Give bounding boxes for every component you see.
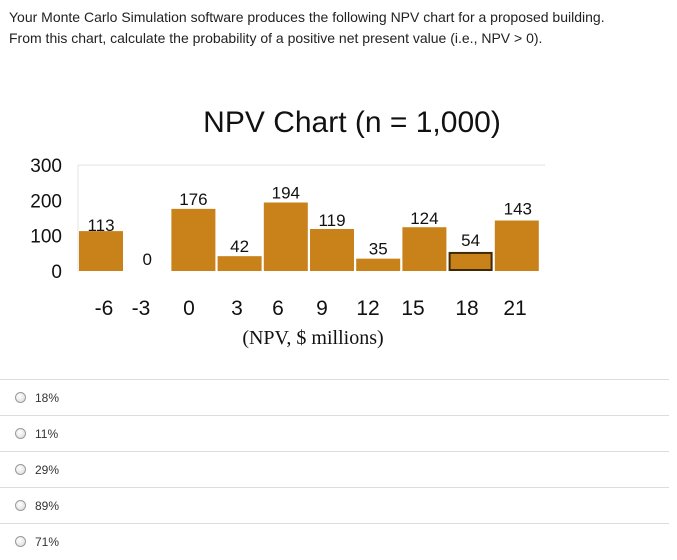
bar-data-label: 119 — [318, 211, 345, 230]
bar — [217, 256, 262, 271]
x-tick-label: 3 — [231, 297, 243, 320]
bar-data-label: 113 — [87, 216, 114, 235]
x-tick-label: 9 — [316, 297, 328, 320]
bar-data-label: 176 — [179, 190, 207, 209]
answer-options: 18% 11% 29% 89% 71% — [0, 379, 669, 559]
question-text: Your Monte Carlo Simulation software pro… — [9, 7, 669, 49]
bar-data-label: 54 — [461, 231, 480, 250]
y-tick-label: 300 — [30, 156, 62, 177]
option-2[interactable]: 11% — [0, 415, 669, 451]
bar — [263, 202, 308, 271]
bar — [402, 227, 447, 271]
x-tick-label: -6 — [95, 297, 114, 320]
bar-data-label: 143 — [504, 200, 532, 219]
x-tick-label: 18 — [455, 297, 478, 320]
x-axis-title: (NPV, $ millions) — [242, 327, 383, 349]
x-tick-label: 6 — [272, 297, 284, 320]
option-3[interactable]: 29% — [0, 451, 669, 487]
question-line-1: Your Monte Carlo Simulation software pro… — [9, 9, 605, 25]
chart-title: NPV Chart (n = 1,000) — [203, 106, 501, 139]
x-tick-label: 15 — [401, 297, 424, 320]
y-tick-label: 200 — [30, 191, 62, 212]
radio-button[interactable] — [15, 500, 26, 511]
option-label: 89% — [35, 498, 60, 513]
bar-data-label: 35 — [369, 240, 388, 259]
option-label: 71% — [35, 534, 60, 549]
y-tick-label: 0 — [51, 262, 62, 283]
bar — [79, 231, 123, 271]
radio-button[interactable] — [15, 464, 26, 475]
y-tick-label: 100 — [30, 227, 62, 248]
question-line-2: From this chart, calculate the probabili… — [9, 30, 543, 46]
radio-button[interactable] — [15, 392, 26, 403]
x-tick-label: 21 — [503, 297, 526, 320]
radio-button[interactable] — [15, 536, 26, 547]
bar-highlighted — [448, 251, 493, 272]
option-label: 18% — [35, 390, 60, 405]
bar-data-label: 42 — [230, 237, 249, 256]
x-tick-label: 0 — [183, 297, 195, 320]
bar-data-label: 0 — [142, 250, 151, 269]
option-label: 29% — [35, 462, 60, 477]
bar-data-label: 124 — [410, 209, 438, 228]
x-tick-label: -3 — [132, 297, 151, 320]
option-5[interactable]: 71% — [0, 523, 669, 559]
x-tick-label: 12 — [356, 297, 379, 320]
bar — [494, 220, 539, 271]
bar — [310, 228, 354, 271]
option-1[interactable]: 18% — [0, 379, 669, 415]
option-4[interactable]: 89% — [0, 487, 669, 523]
bar-data-label: 194 — [272, 184, 300, 203]
bar — [171, 208, 216, 271]
radio-button[interactable] — [15, 428, 26, 439]
npv-chart: NPV Chart (n = 1,000) 0 100 200 300 113 0 176 42… — [30, 106, 545, 349]
bar — [356, 258, 401, 271]
option-label: 11% — [35, 426, 59, 441]
